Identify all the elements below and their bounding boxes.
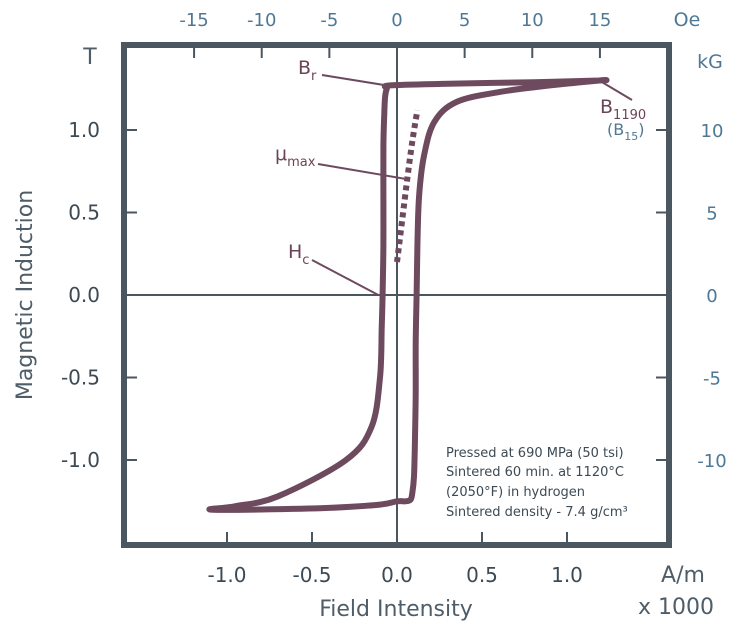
y-tick-label: -0.5 bbox=[61, 366, 100, 390]
x-unit-label: A/m bbox=[661, 563, 705, 588]
x-tick-label: 0.5 bbox=[466, 563, 498, 587]
right-tick-label: 10 bbox=[701, 121, 724, 142]
right-tick-label: -10 bbox=[697, 451, 726, 472]
mu-max-label: μmax bbox=[275, 143, 316, 170]
y-tick-label: -1.0 bbox=[61, 448, 100, 472]
right-tick-label: 0 bbox=[706, 286, 717, 307]
y-tick-label: 1.0 bbox=[68, 118, 100, 142]
y-unit-label: T bbox=[82, 45, 97, 70]
top-tick-label: -10 bbox=[247, 10, 276, 31]
y-tick-label: 0.0 bbox=[68, 283, 100, 307]
top-tick-label: -5 bbox=[320, 10, 338, 31]
b1190-label: B1190 bbox=[600, 96, 646, 123]
top-unit-label: Oe bbox=[674, 9, 701, 31]
initial-magnetization-curve bbox=[394, 109, 421, 263]
top-tick-label: 5 bbox=[459, 10, 470, 31]
note-line: Pressed at 690 MPa (50 tsi) bbox=[446, 446, 624, 461]
y-axis-title: Magnetic Induction bbox=[13, 190, 38, 400]
note-line: Sintered density - 7.4 g/cm³ bbox=[446, 505, 628, 520]
x-tick-label: -1.0 bbox=[207, 563, 246, 587]
br-label: Br bbox=[298, 57, 317, 84]
x-tick-label: -0.5 bbox=[292, 563, 331, 587]
right-tick-label: -5 bbox=[703, 369, 721, 390]
x-multiplier-label: x 1000 bbox=[638, 595, 714, 620]
hc-label: Hc bbox=[288, 241, 309, 268]
top-tick-label: 10 bbox=[521, 10, 544, 31]
note-line: Sintered 60 min. at 1120°C bbox=[446, 465, 624, 480]
x-axis-title: Field Intensity bbox=[319, 597, 473, 622]
callout-leader bbox=[311, 259, 379, 296]
callout-leader bbox=[317, 163, 410, 181]
callout-leader bbox=[321, 74, 387, 87]
y-tick-label: 0.5 bbox=[68, 201, 100, 225]
callout-leader bbox=[598, 79, 633, 101]
process-notes: Pressed at 690 MPa (50 tsi) Sintered 60 … bbox=[446, 446, 628, 520]
right-tick-label: 5 bbox=[706, 204, 717, 225]
b15-label: (B15) bbox=[607, 120, 644, 143]
hysteresis-loop bbox=[206, 77, 610, 513]
right-unit-label: kG bbox=[697, 51, 723, 73]
top-tick-label: 0 bbox=[391, 10, 402, 31]
x-tick-label: 1.0 bbox=[551, 563, 583, 587]
plot-frame bbox=[121, 42, 672, 548]
top-tick-label: 15 bbox=[588, 10, 611, 31]
top-tick-label: -15 bbox=[179, 10, 208, 31]
x-tick-label: 0.0 bbox=[381, 563, 413, 587]
note-line: (2050°F) in hydrogen bbox=[446, 485, 585, 500]
